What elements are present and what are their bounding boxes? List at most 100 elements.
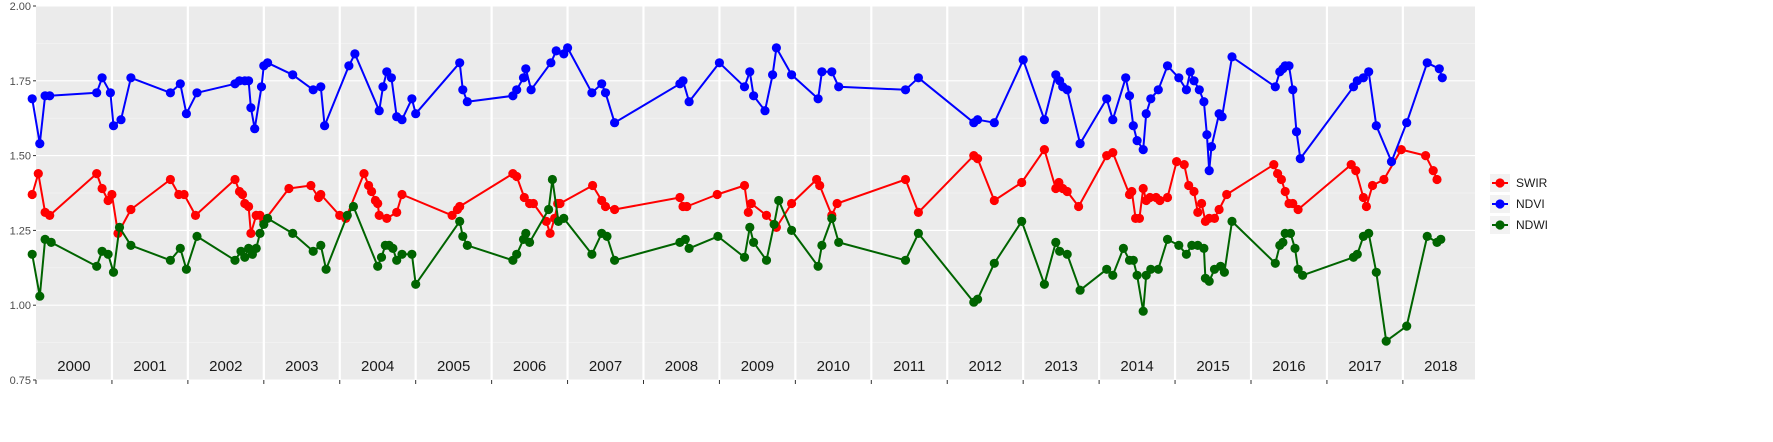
data-point	[350, 49, 360, 59]
data-point	[392, 207, 402, 217]
data-point	[1118, 243, 1128, 253]
y-tick-label: 1.75	[10, 76, 31, 88]
data-point	[834, 237, 844, 247]
data-point	[306, 180, 316, 191]
data-point	[771, 43, 782, 53]
data-point	[407, 94, 417, 104]
data-point	[1351, 166, 1361, 176]
data-point	[388, 243, 398, 253]
data-point	[108, 121, 119, 131]
data-point	[1127, 186, 1137, 197]
data-point	[900, 174, 911, 185]
year-label: 2015	[1196, 358, 1229, 375]
data-point	[1371, 267, 1381, 277]
data-point	[263, 213, 273, 223]
data-point	[367, 186, 377, 197]
data-point	[246, 228, 256, 238]
data-point	[1193, 207, 1203, 217]
data-point	[103, 249, 113, 259]
legend-key-point	[1495, 178, 1505, 188]
data-point	[35, 291, 45, 301]
data-point	[344, 61, 354, 71]
data-point	[1288, 85, 1298, 95]
data-point	[374, 210, 384, 220]
data-point	[386, 73, 396, 83]
data-point	[587, 249, 597, 259]
data-point	[458, 85, 468, 95]
data-point	[1121, 73, 1131, 83]
data-point	[1202, 130, 1212, 140]
data-point	[1181, 85, 1191, 95]
data-point	[712, 189, 722, 200]
data-point	[250, 124, 260, 134]
data-point	[1039, 279, 1049, 289]
legend-key-point	[1495, 199, 1505, 209]
data-point	[749, 91, 759, 101]
data-point	[1062, 186, 1072, 197]
data-point	[1108, 148, 1118, 158]
data-point	[165, 255, 175, 265]
data-point	[1132, 270, 1142, 280]
data-point	[834, 82, 844, 92]
data-point	[1153, 85, 1163, 95]
data-point	[973, 115, 983, 125]
data-point	[45, 210, 55, 220]
y-tick-label: 1.00	[10, 300, 31, 312]
data-point	[512, 249, 522, 259]
data-point	[397, 249, 407, 259]
data-point	[1055, 246, 1065, 256]
data-point	[230, 174, 240, 185]
data-point	[1219, 267, 1229, 277]
year-label: 2005	[437, 358, 470, 375]
data-point	[1422, 58, 1432, 68]
data-point	[308, 246, 318, 256]
data-point	[1298, 270, 1308, 280]
data-point	[181, 109, 191, 119]
data-point	[27, 189, 37, 200]
data-point	[610, 255, 620, 265]
data-point	[913, 228, 924, 238]
data-point	[165, 174, 175, 185]
data-point	[462, 97, 472, 107]
data-point	[1437, 73, 1447, 83]
data-point	[1217, 112, 1227, 122]
data-point	[1074, 201, 1084, 212]
data-point	[774, 195, 784, 206]
data-point	[1402, 118, 1412, 128]
data-point	[382, 213, 392, 223]
data-point	[817, 240, 827, 250]
data-point	[682, 201, 692, 212]
data-point	[1174, 73, 1184, 83]
y-tick-label: 0.75	[10, 375, 31, 387]
data-point	[411, 279, 421, 289]
data-point	[321, 264, 331, 274]
data-point	[519, 192, 529, 203]
data-point	[1153, 264, 1163, 274]
year-label: 2002	[209, 358, 242, 375]
data-point	[126, 240, 136, 250]
data-point	[1018, 55, 1028, 65]
data-point	[1189, 76, 1199, 86]
data-point	[1017, 216, 1027, 226]
data-point	[192, 231, 202, 241]
data-point	[1209, 213, 1220, 223]
year-label: 2010	[817, 358, 850, 375]
data-point	[373, 261, 383, 271]
year-label: 2018	[1424, 358, 1457, 375]
data-point	[761, 210, 772, 220]
data-point	[1199, 243, 1209, 253]
data-point	[1280, 186, 1290, 197]
data-point	[284, 183, 294, 194]
data-point	[288, 228, 298, 238]
data-point	[244, 201, 254, 212]
data-point	[1075, 139, 1085, 149]
data-point	[1185, 67, 1195, 77]
data-point	[92, 88, 102, 98]
data-point	[563, 43, 573, 53]
data-point	[455, 201, 465, 212]
data-point	[544, 204, 554, 215]
data-point	[308, 85, 318, 95]
data-point	[675, 192, 685, 203]
data-point	[1291, 127, 1302, 137]
year-label: 2011	[893, 358, 925, 375]
